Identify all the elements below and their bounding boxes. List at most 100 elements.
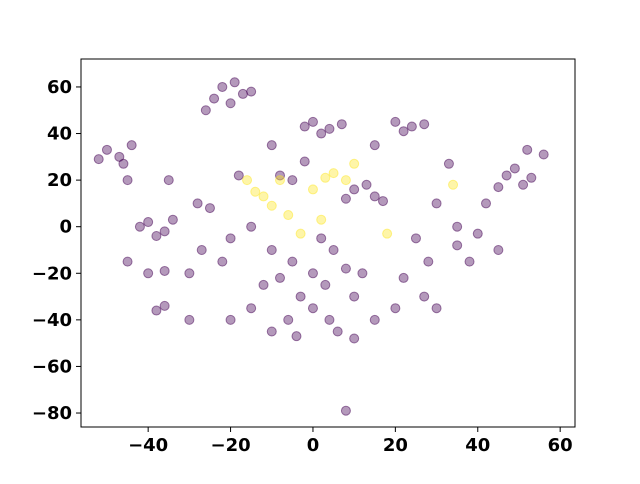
point <box>481 198 492 209</box>
y-tick-label: 60 <box>47 77 72 98</box>
point <box>522 144 533 155</box>
point <box>406 121 417 132</box>
point <box>266 200 277 211</box>
x-tick-label: 0 <box>307 435 320 456</box>
point <box>340 405 351 416</box>
point <box>316 214 327 225</box>
point <box>448 179 459 190</box>
point <box>332 326 343 337</box>
point <box>336 119 347 130</box>
y-tick-label: −20 <box>32 263 72 284</box>
point <box>324 123 335 134</box>
point <box>369 191 380 202</box>
point <box>233 170 244 181</box>
point <box>246 303 257 314</box>
point <box>283 210 294 221</box>
point <box>283 314 294 325</box>
point <box>324 314 335 325</box>
point <box>361 179 372 190</box>
point <box>246 86 257 97</box>
point <box>237 88 248 99</box>
point <box>200 105 211 116</box>
point <box>184 314 195 325</box>
point <box>357 268 368 279</box>
point <box>192 198 203 209</box>
point <box>369 314 380 325</box>
point <box>398 272 409 283</box>
point <box>328 168 339 179</box>
x-tick-label: 20 <box>383 435 408 456</box>
point <box>538 149 549 160</box>
point <box>452 221 463 232</box>
point <box>452 240 463 251</box>
point <box>163 175 174 186</box>
point <box>295 291 306 302</box>
point <box>501 170 512 181</box>
x-tick-label: 60 <box>548 435 573 456</box>
point <box>159 265 170 276</box>
point <box>275 175 286 186</box>
y-tick-label: −80 <box>32 403 72 424</box>
point <box>229 77 240 88</box>
point <box>217 81 228 92</box>
point <box>369 140 380 151</box>
point <box>349 333 360 344</box>
point <box>509 163 520 174</box>
point <box>287 256 298 267</box>
point <box>122 175 133 186</box>
point <box>398 126 409 137</box>
plot-area <box>80 58 576 428</box>
point <box>258 191 269 202</box>
point <box>443 158 454 169</box>
point <box>349 184 360 195</box>
y-tick-label: −40 <box>32 310 72 331</box>
point <box>316 128 327 139</box>
point <box>472 228 483 239</box>
point <box>287 175 298 186</box>
point <box>167 214 178 225</box>
point <box>349 291 360 302</box>
y-tick-label: −60 <box>32 356 72 377</box>
x-tick-label: 40 <box>465 435 490 456</box>
point <box>295 228 306 239</box>
point <box>299 156 310 167</box>
point <box>307 268 318 279</box>
point <box>464 256 475 267</box>
point <box>526 172 537 183</box>
point <box>134 221 145 232</box>
point <box>151 231 162 242</box>
point <box>419 291 430 302</box>
point <box>340 193 351 204</box>
point <box>340 175 351 186</box>
point <box>299 121 310 132</box>
point <box>328 244 339 255</box>
y-tick-label: 20 <box>47 170 72 191</box>
point <box>518 179 529 190</box>
point <box>246 221 257 232</box>
point <box>159 226 170 237</box>
point <box>382 228 393 239</box>
point <box>143 217 154 228</box>
point <box>320 172 331 183</box>
point <box>390 303 401 314</box>
point <box>101 144 112 155</box>
point <box>493 244 504 255</box>
point <box>316 233 327 244</box>
y-tick-label: 0 <box>59 217 72 238</box>
point <box>250 186 261 197</box>
point <box>431 198 442 209</box>
x-tick-label: −20 <box>210 435 250 456</box>
point <box>184 268 195 279</box>
point <box>225 314 236 325</box>
point <box>225 98 236 109</box>
point <box>378 196 389 207</box>
point <box>390 116 401 127</box>
x-tick-label: −40 <box>128 435 168 456</box>
point <box>266 140 277 151</box>
point <box>291 331 302 342</box>
point <box>118 158 129 169</box>
point <box>275 272 286 283</box>
point <box>151 305 162 316</box>
point <box>423 256 434 267</box>
point <box>122 256 133 267</box>
